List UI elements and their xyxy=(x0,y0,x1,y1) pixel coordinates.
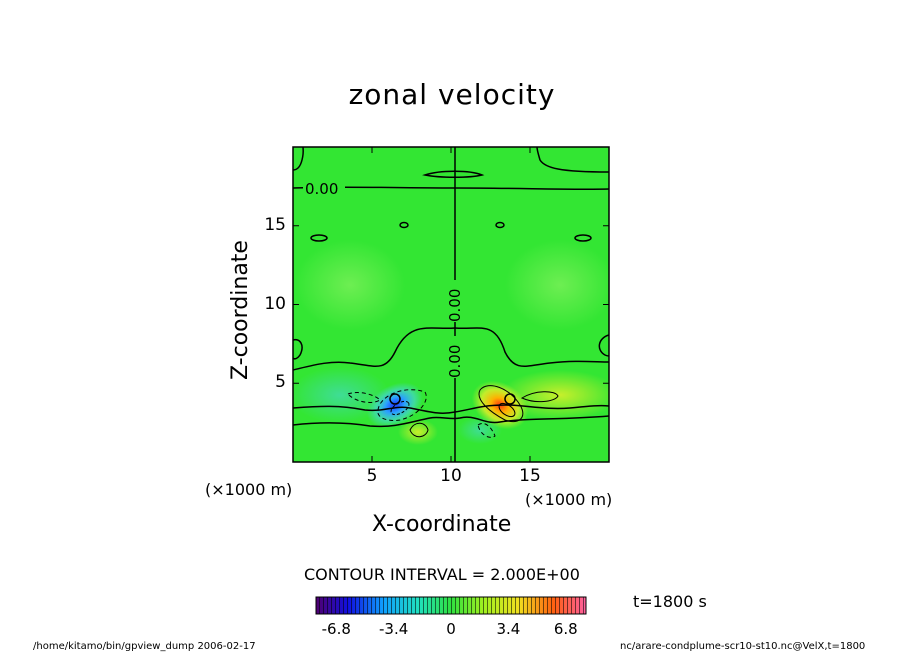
soft-region xyxy=(295,240,405,330)
negative-anomaly xyxy=(366,382,424,428)
contour-line xyxy=(390,400,410,416)
colorbar-frame xyxy=(315,596,587,615)
contour-line xyxy=(293,338,303,360)
contour-line xyxy=(574,234,592,242)
negative-contours xyxy=(347,389,496,438)
x-axis-label: X-coordinate xyxy=(372,512,512,537)
colorbar-tick-label: 3.4 xyxy=(496,620,521,638)
contour-label: 0.00 xyxy=(446,289,464,322)
x-unit-label-left: (×1000 m) xyxy=(205,480,293,499)
x-tick-label: 10 xyxy=(440,466,462,486)
chart-title: zonal velocity xyxy=(348,78,556,111)
y-tick-label: 10 xyxy=(264,293,286,314)
x-unit-label-right: (×1000 m) xyxy=(525,490,613,509)
contour-line xyxy=(293,415,609,428)
contour-line xyxy=(498,402,516,418)
contour-line xyxy=(347,392,381,403)
contour-line xyxy=(598,334,609,357)
soft-negative-region xyxy=(293,367,390,423)
contour-line xyxy=(399,221,409,229)
contour-line xyxy=(495,221,505,229)
contour-label: 0.00 xyxy=(305,180,338,198)
contour-line xyxy=(310,234,328,242)
axis-tick-marks xyxy=(293,147,609,462)
contour-label-bg xyxy=(445,336,465,378)
contour-line xyxy=(536,147,609,173)
contour-label-bg xyxy=(303,180,345,196)
colorbar-tick-label: -6.8 xyxy=(321,620,351,638)
soft-positive-region xyxy=(398,419,438,445)
footer-source-path: /home/kitamo/bin/gpview_dump 2006-02-17 xyxy=(33,641,256,652)
time-label: t=1800 s xyxy=(633,592,707,611)
x-tick-label: 15 xyxy=(519,466,541,486)
contour-interval-label: CONTOUR INTERVAL = 2.000E+00 xyxy=(304,565,580,584)
contour-line xyxy=(477,422,496,438)
colorbar-tick-label: 6.8 xyxy=(553,620,578,638)
colorbar-segments xyxy=(316,597,586,614)
footer-data-file: nc/arare-condplume-scr10-st10.nc@VelX,t=… xyxy=(620,641,866,652)
colorbar-tick-label: 0 xyxy=(446,620,456,638)
contour-line xyxy=(409,422,429,438)
contour-line xyxy=(377,389,427,421)
colorbar-tick-label: -3.4 xyxy=(378,620,409,638)
contour-line xyxy=(520,391,559,403)
x-tick-label: 5 xyxy=(366,466,378,486)
y-tick-label: 15 xyxy=(264,214,286,235)
y-tick-label: 5 xyxy=(275,372,286,393)
contour-line xyxy=(422,170,485,178)
contour-label-bg xyxy=(445,280,465,322)
contour-line xyxy=(293,147,304,171)
soft-region xyxy=(505,240,609,330)
contour-line xyxy=(389,393,401,405)
contour-label: 0.00 xyxy=(446,345,464,378)
positive-contours xyxy=(409,385,559,438)
contour-line xyxy=(478,385,524,423)
